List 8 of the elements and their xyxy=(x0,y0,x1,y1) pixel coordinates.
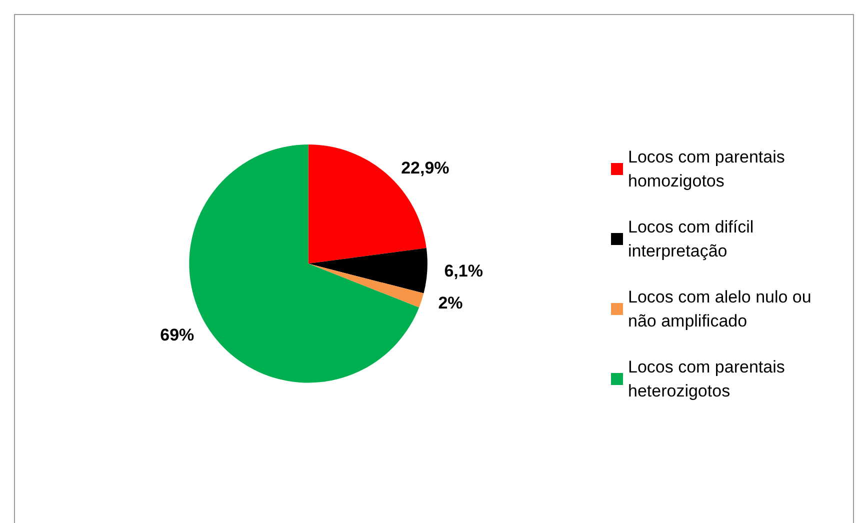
data-label: 6,1% xyxy=(444,262,483,281)
legend-label: Locos com alelo nulo ou não amplificado xyxy=(628,288,816,330)
legend-label: Locos com difícil interpretação xyxy=(628,218,758,260)
data-label: 22,9% xyxy=(401,158,450,178)
data-label: 69% xyxy=(160,326,194,345)
data-label: 2% xyxy=(438,293,463,312)
legend-label: Locos com parentais homozigotos xyxy=(628,148,790,190)
legend-label: Locos com parentais heterozigotos xyxy=(628,358,790,400)
